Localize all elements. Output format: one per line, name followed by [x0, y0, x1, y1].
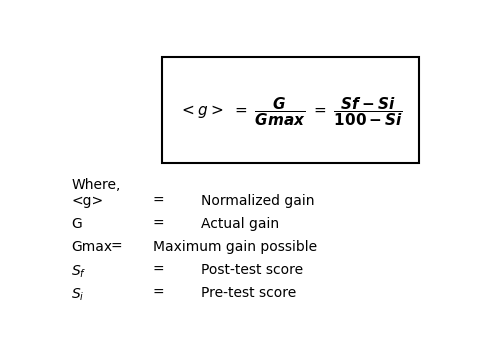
- Text: Where,: Where,: [71, 178, 120, 192]
- Text: G: G: [71, 217, 82, 231]
- Text: =: =: [153, 263, 165, 277]
- Text: $\mathit{S}_{i}$: $\mathit{S}_{i}$: [71, 286, 84, 303]
- Text: $\mathit{S}_{f}$: $\mathit{S}_{f}$: [71, 263, 86, 279]
- Text: =: =: [153, 286, 165, 300]
- Text: =: =: [153, 194, 165, 208]
- Text: Actual gain: Actual gain: [202, 217, 279, 231]
- Text: Post-test score: Post-test score: [202, 263, 303, 277]
- Text: <g>: <g>: [71, 194, 103, 208]
- FancyBboxPatch shape: [162, 57, 419, 163]
- Text: $\mathit{< g >}\ =\ \dfrac{\boldsymbol{G}}{\boldsymbol{Gmax}}\ =\ \dfrac{\boldsy: $\mathit{< g >}\ =\ \dfrac{\boldsymbol{G…: [179, 95, 403, 128]
- Text: Gmax: Gmax: [71, 240, 112, 254]
- Text: Normalized gain: Normalized gain: [202, 194, 315, 208]
- Text: =: =: [110, 240, 122, 254]
- Text: =: =: [153, 217, 165, 231]
- Text: Maximum gain possible: Maximum gain possible: [153, 240, 317, 254]
- Text: Pre-test score: Pre-test score: [202, 286, 297, 300]
